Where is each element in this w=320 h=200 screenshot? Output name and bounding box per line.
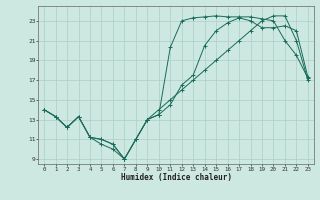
X-axis label: Humidex (Indice chaleur): Humidex (Indice chaleur) <box>121 173 231 182</box>
